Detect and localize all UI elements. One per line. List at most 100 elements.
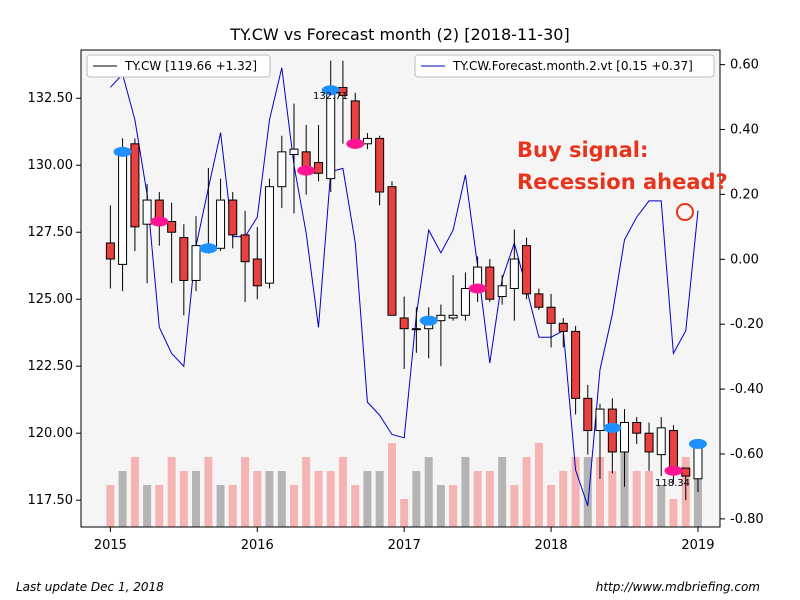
last-update-label: Last update Dec 1, 2018 <box>16 580 164 594</box>
candle-body <box>460 288 470 316</box>
volume-bar <box>155 485 164 527</box>
x-tick-label: 2017 <box>388 538 421 553</box>
y-left-tick-label: 120.00 <box>28 426 74 441</box>
candle-body <box>264 186 274 284</box>
volume-bar <box>547 485 556 527</box>
volume-bar <box>436 485 445 527</box>
chart-title: TY.CW vs Forecast month (2) [2018-11-30] <box>229 25 569 44</box>
volume-bar <box>338 457 347 527</box>
y-left-tick-label: 127.50 <box>28 225 74 240</box>
volume-bar <box>106 485 115 527</box>
volume-bar <box>657 485 666 527</box>
candle-body <box>130 143 140 228</box>
buy-signal-marker <box>113 146 132 157</box>
legend-right-label: TY.CW.Forecast.month.2.vt [0.15 +0.37] <box>452 59 693 73</box>
candle-body <box>387 186 397 316</box>
candle-body <box>314 162 324 174</box>
signal-annotation-line1: Buy signal: <box>517 138 648 162</box>
candle-body <box>620 421 630 453</box>
volume-bar <box>449 485 458 527</box>
y-right-tick-label: -0.80 <box>730 512 764 527</box>
signal-annotation-line2: Recession ahead? <box>517 170 728 194</box>
candle-body <box>571 330 581 399</box>
sell-signal-marker <box>346 138 365 149</box>
candle-body <box>558 322 568 332</box>
volume-bar <box>143 485 152 527</box>
candle-body <box>326 92 336 180</box>
volume-bars <box>106 443 702 527</box>
candle-body <box>375 137 385 193</box>
legend-right-box <box>414 54 715 78</box>
volume-bar <box>608 471 617 527</box>
y-right-tick-label: 0.00 <box>730 252 759 267</box>
volume-bar <box>510 485 519 527</box>
candle-body <box>497 285 507 298</box>
volume-bar <box>265 471 274 527</box>
volume-bar <box>412 471 421 527</box>
volume-bar <box>363 471 372 527</box>
volume-bar <box>179 471 188 527</box>
volume-bar <box>571 457 580 527</box>
y-left-tick-label: 125.00 <box>28 292 74 307</box>
volume-bar <box>498 457 507 527</box>
buy-signal-marker <box>419 315 438 326</box>
candle-body <box>534 293 544 308</box>
volume-bar <box>216 485 225 527</box>
volume-bar <box>228 485 237 527</box>
candle-body <box>191 245 201 281</box>
candle-body <box>509 258 519 289</box>
low-price-label: 118.34 <box>655 478 690 489</box>
candle-body <box>277 151 287 188</box>
volume-bar <box>167 457 176 527</box>
volume-bar <box>351 485 360 527</box>
candle-body <box>167 221 177 233</box>
legend-left-box <box>86 54 271 78</box>
candle-body <box>546 306 556 324</box>
volume-bar <box>632 471 641 527</box>
y-right-tick-label: -0.60 <box>730 447 764 462</box>
buy-signal-marker <box>199 243 218 254</box>
y-right-tick-label: -0.40 <box>730 382 764 397</box>
candle-body <box>252 258 262 287</box>
candle-body <box>656 427 666 456</box>
volume-bar <box>534 443 543 527</box>
signal-highlight-circle <box>676 203 694 221</box>
candle-body <box>399 317 409 330</box>
volume-bar <box>302 457 311 527</box>
volume-bar <box>595 457 604 527</box>
x-tick-label: 2018 <box>535 538 568 553</box>
candle-body <box>411 328 421 331</box>
candle-body <box>350 100 360 145</box>
volume-bar <box>387 443 396 527</box>
volume-bar <box>424 457 433 527</box>
volume-bar <box>485 471 494 527</box>
volume-bar <box>583 457 592 527</box>
candle-body <box>362 137 372 145</box>
y-right-tick-label: 0.60 <box>730 58 759 73</box>
signal-markers <box>113 85 707 476</box>
candle-body <box>179 237 189 281</box>
sell-signal-marker <box>468 283 487 294</box>
volume-bar <box>192 471 201 527</box>
y-left-tick-label: 132.50 <box>28 91 74 106</box>
volume-bar <box>400 499 409 527</box>
volume-bar <box>375 471 384 527</box>
volume-bar <box>559 471 568 527</box>
candle-body <box>105 242 115 260</box>
y-right-tick-label: 0.40 <box>730 123 759 138</box>
y-right-tick-label: 0.20 <box>730 187 759 202</box>
legend-right: TY.CW.Forecast.month.2.vt [0.15 +0.37] <box>414 54 715 78</box>
candle-body <box>448 314 458 319</box>
candle-body <box>240 234 250 263</box>
candle-body <box>644 432 654 453</box>
volume-bar <box>669 499 678 527</box>
volume-bar <box>277 471 286 527</box>
candle-body <box>216 199 226 249</box>
volume-bar <box>118 471 127 527</box>
y-left-tick-label: 130.00 <box>28 158 74 173</box>
sell-signal-marker <box>150 216 169 227</box>
candle-body <box>289 148 299 156</box>
candle-body <box>436 314 446 322</box>
buy-signal-marker <box>321 85 340 96</box>
